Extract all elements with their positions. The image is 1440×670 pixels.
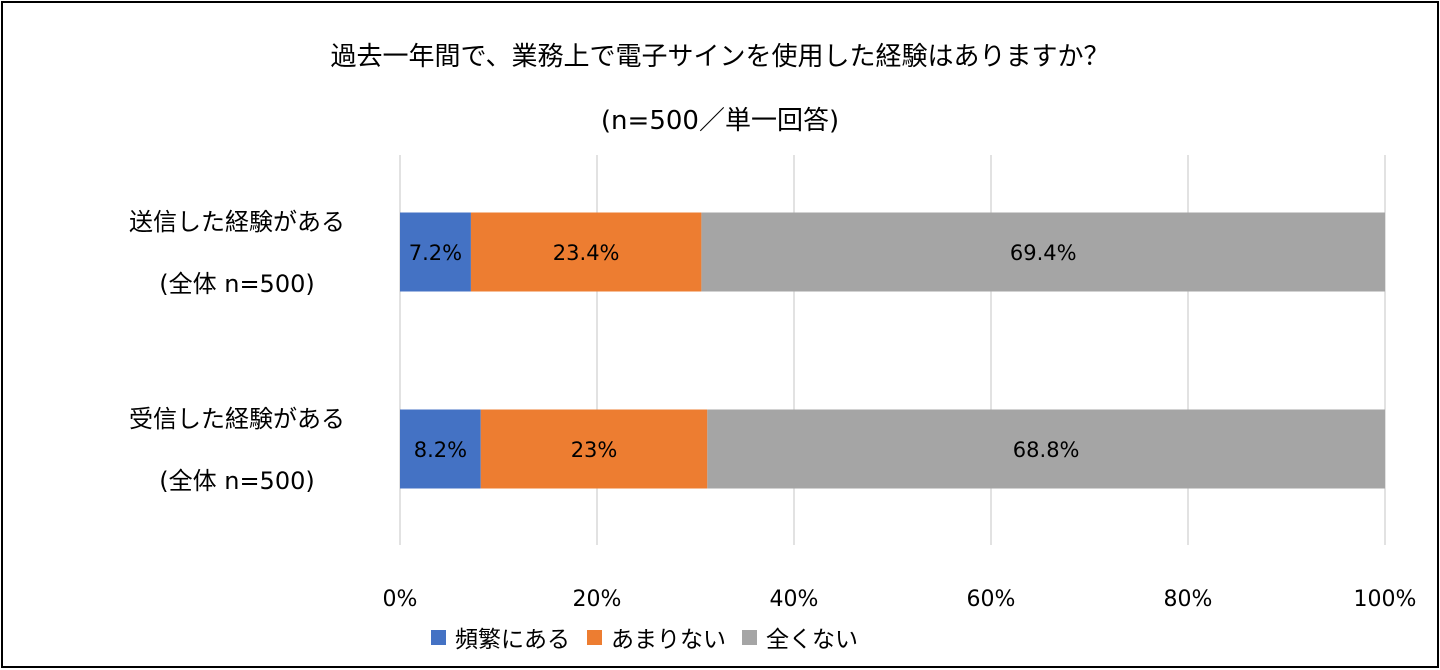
data-label: 7.2% bbox=[409, 241, 462, 265]
data-label: 23.4% bbox=[553, 241, 620, 265]
legend-item-rarely: あまりない bbox=[587, 620, 726, 654]
bar-segment bbox=[470, 212, 702, 292]
legend-label: 頻繁にある bbox=[455, 627, 570, 653]
bar-segment bbox=[400, 212, 471, 292]
x-tick-label: 80% bbox=[1164, 587, 1213, 612]
chart-subtitle: (n=500／単一回答) bbox=[600, 106, 840, 136]
legend-label: あまりない bbox=[611, 627, 726, 653]
legend-swatch bbox=[431, 629, 446, 645]
data-label: 68.8% bbox=[1013, 438, 1080, 462]
data-label: 8.2% bbox=[414, 438, 467, 462]
legend-swatch bbox=[587, 629, 602, 645]
bar-segment bbox=[400, 409, 481, 489]
bar-segment bbox=[480, 409, 708, 489]
legend-label: 全くない bbox=[766, 627, 858, 653]
legend-swatch bbox=[742, 629, 757, 645]
data-label: 23% bbox=[571, 438, 618, 462]
category-label: 送信した経験がある bbox=[129, 208, 345, 236]
x-tick-label: 0% bbox=[383, 587, 418, 612]
legend-item-never: 全くない bbox=[742, 620, 858, 654]
bar-segment bbox=[707, 409, 1385, 489]
chart-title: 過去一年間で、業務上で電子サインを使用した経験はありますか？ bbox=[330, 42, 1110, 72]
category-label: (全体 n=500) bbox=[159, 467, 314, 495]
bar-segment bbox=[701, 212, 1385, 292]
x-tick-label: 40% bbox=[770, 587, 819, 612]
x-tick-label: 100% bbox=[1354, 587, 1417, 612]
x-tick-label: 20% bbox=[573, 587, 622, 612]
category-label: 受信した経験がある bbox=[129, 405, 345, 433]
x-tick-label: 60% bbox=[967, 587, 1016, 612]
category-label: (全体 n=500) bbox=[159, 270, 314, 298]
data-label: 69.4% bbox=[1010, 241, 1077, 265]
legend-item-frequent: 頻繁にある bbox=[431, 620, 570, 654]
